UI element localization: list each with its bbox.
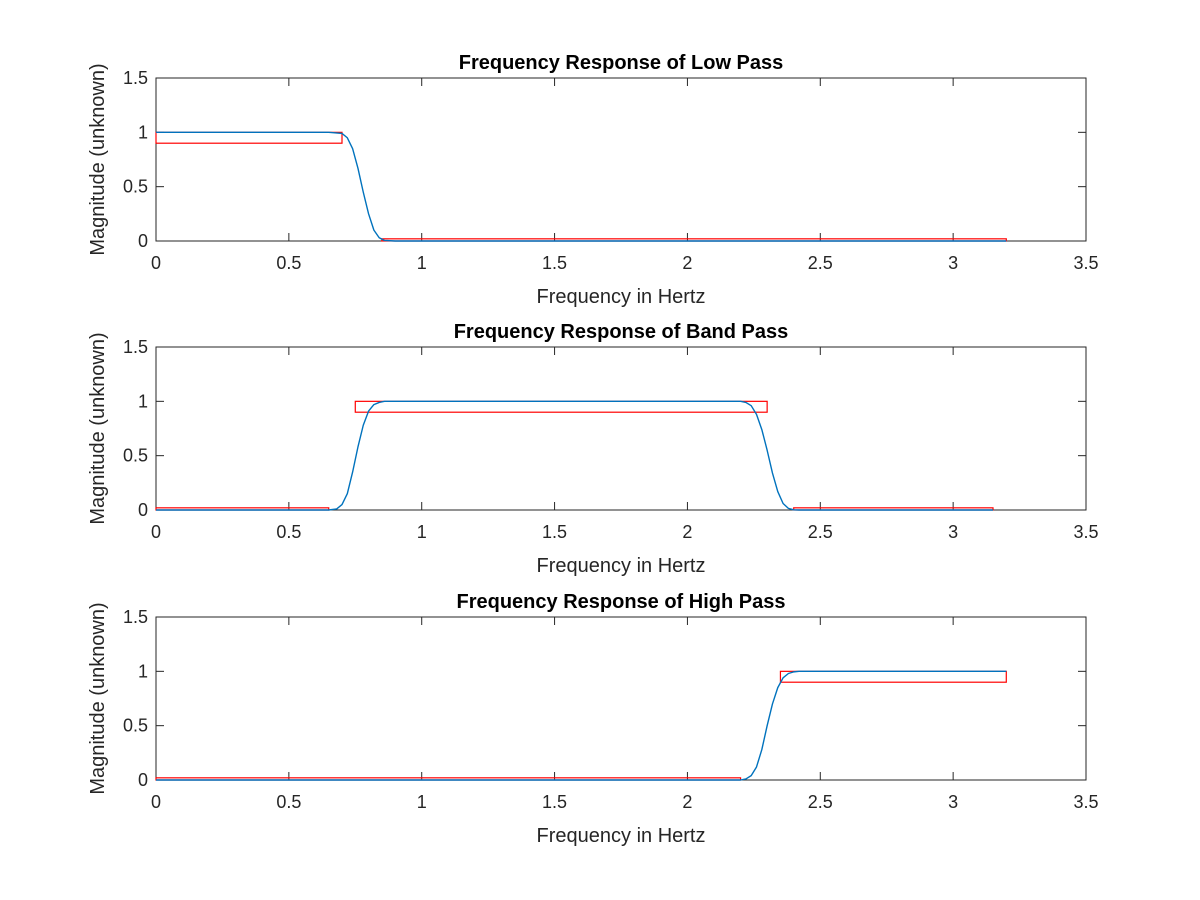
x-tick-label: 2 [682,253,692,273]
y-axis-label: Magnitude (unknown) [87,63,109,255]
y-tick-label: 1.5 [123,337,148,357]
x-tick-label: 2.5 [808,522,833,542]
x-tick-label: 2.5 [808,792,833,812]
y-tick-label: 0.5 [123,446,148,466]
subplot-title: Frequency Response of Low Pass [459,52,784,74]
subplot-3: 0 0.5 1 1.5 2 2.5 3 3.5 0 0.5 1 1.5 Frequency Respon… [87,591,1099,847]
axes-box [155,616,1087,781]
y-tick-label: 0.5 [123,177,148,197]
series-line [156,131,1007,242]
y-tick-label: 0 [138,231,148,251]
x-tick-label: 0 [151,792,161,812]
x-tick-label: 0.5 [276,522,301,542]
x-tick-label: 3.5 [1073,792,1098,812]
series-line [156,670,1007,781]
x-tick-label: 1.5 [542,522,567,542]
axes-box [155,77,1087,242]
y-axis-label: Magnitude (unknown) [87,602,109,794]
subplot-title: Frequency Response of Band Pass [454,321,789,343]
mask-box [779,670,1007,683]
subplot-1: 0 0.5 1 1.5 2 2.5 3 3.5 0 0.5 1 1.5 Frequency Respon… [87,52,1099,308]
y-tick-label: 0 [138,500,148,520]
x-tick-label: 1 [417,522,427,542]
x-tick-label: 0.5 [276,253,301,273]
x-tick-label: 0.5 [276,792,301,812]
x-tick-label: 1.5 [542,253,567,273]
x-tick-label: 2 [682,792,692,812]
x-tick-label: 0 [151,522,161,542]
y-tick-label: 1.5 [123,607,148,627]
series-line [156,400,993,511]
y-tick-label: 1 [138,391,148,411]
x-tick-label: 0 [151,253,161,273]
y-tick-label: 1 [138,122,148,142]
x-axis-label: Frequency in Hertz [537,825,706,847]
y-tick-label: 1.5 [123,68,148,88]
x-tick-label: 1.5 [542,792,567,812]
x-tick-label: 3 [948,253,958,273]
x-tick-label: 3.5 [1073,522,1098,542]
x-tick-label: 1 [417,253,427,273]
mask-box [155,131,343,144]
mask-box [354,400,768,413]
x-tick-label: 2.5 [808,253,833,273]
x-tick-label: 1 [417,792,427,812]
x-tick-label: 3.5 [1073,253,1098,273]
axes-box [155,346,1087,511]
y-tick-label: 1 [138,661,148,681]
y-tick-label: 0 [138,770,148,790]
subplot-title: Frequency Response of High Pass [457,591,786,613]
x-axis-label: Frequency in Hertz [537,555,706,577]
x-tick-label: 3 [948,522,958,542]
y-axis-label: Magnitude (unknown) [87,332,109,524]
subplot-2: 0 0.5 1 1.5 2 2.5 3 3.5 0 0.5 1 1.5 Frequency Respon… [87,321,1099,577]
y-tick-label: 0.5 [123,716,148,736]
x-axis-label: Frequency in Hertz [537,286,706,308]
x-tick-label: 3 [948,792,958,812]
x-tick-label: 2 [682,522,692,542]
